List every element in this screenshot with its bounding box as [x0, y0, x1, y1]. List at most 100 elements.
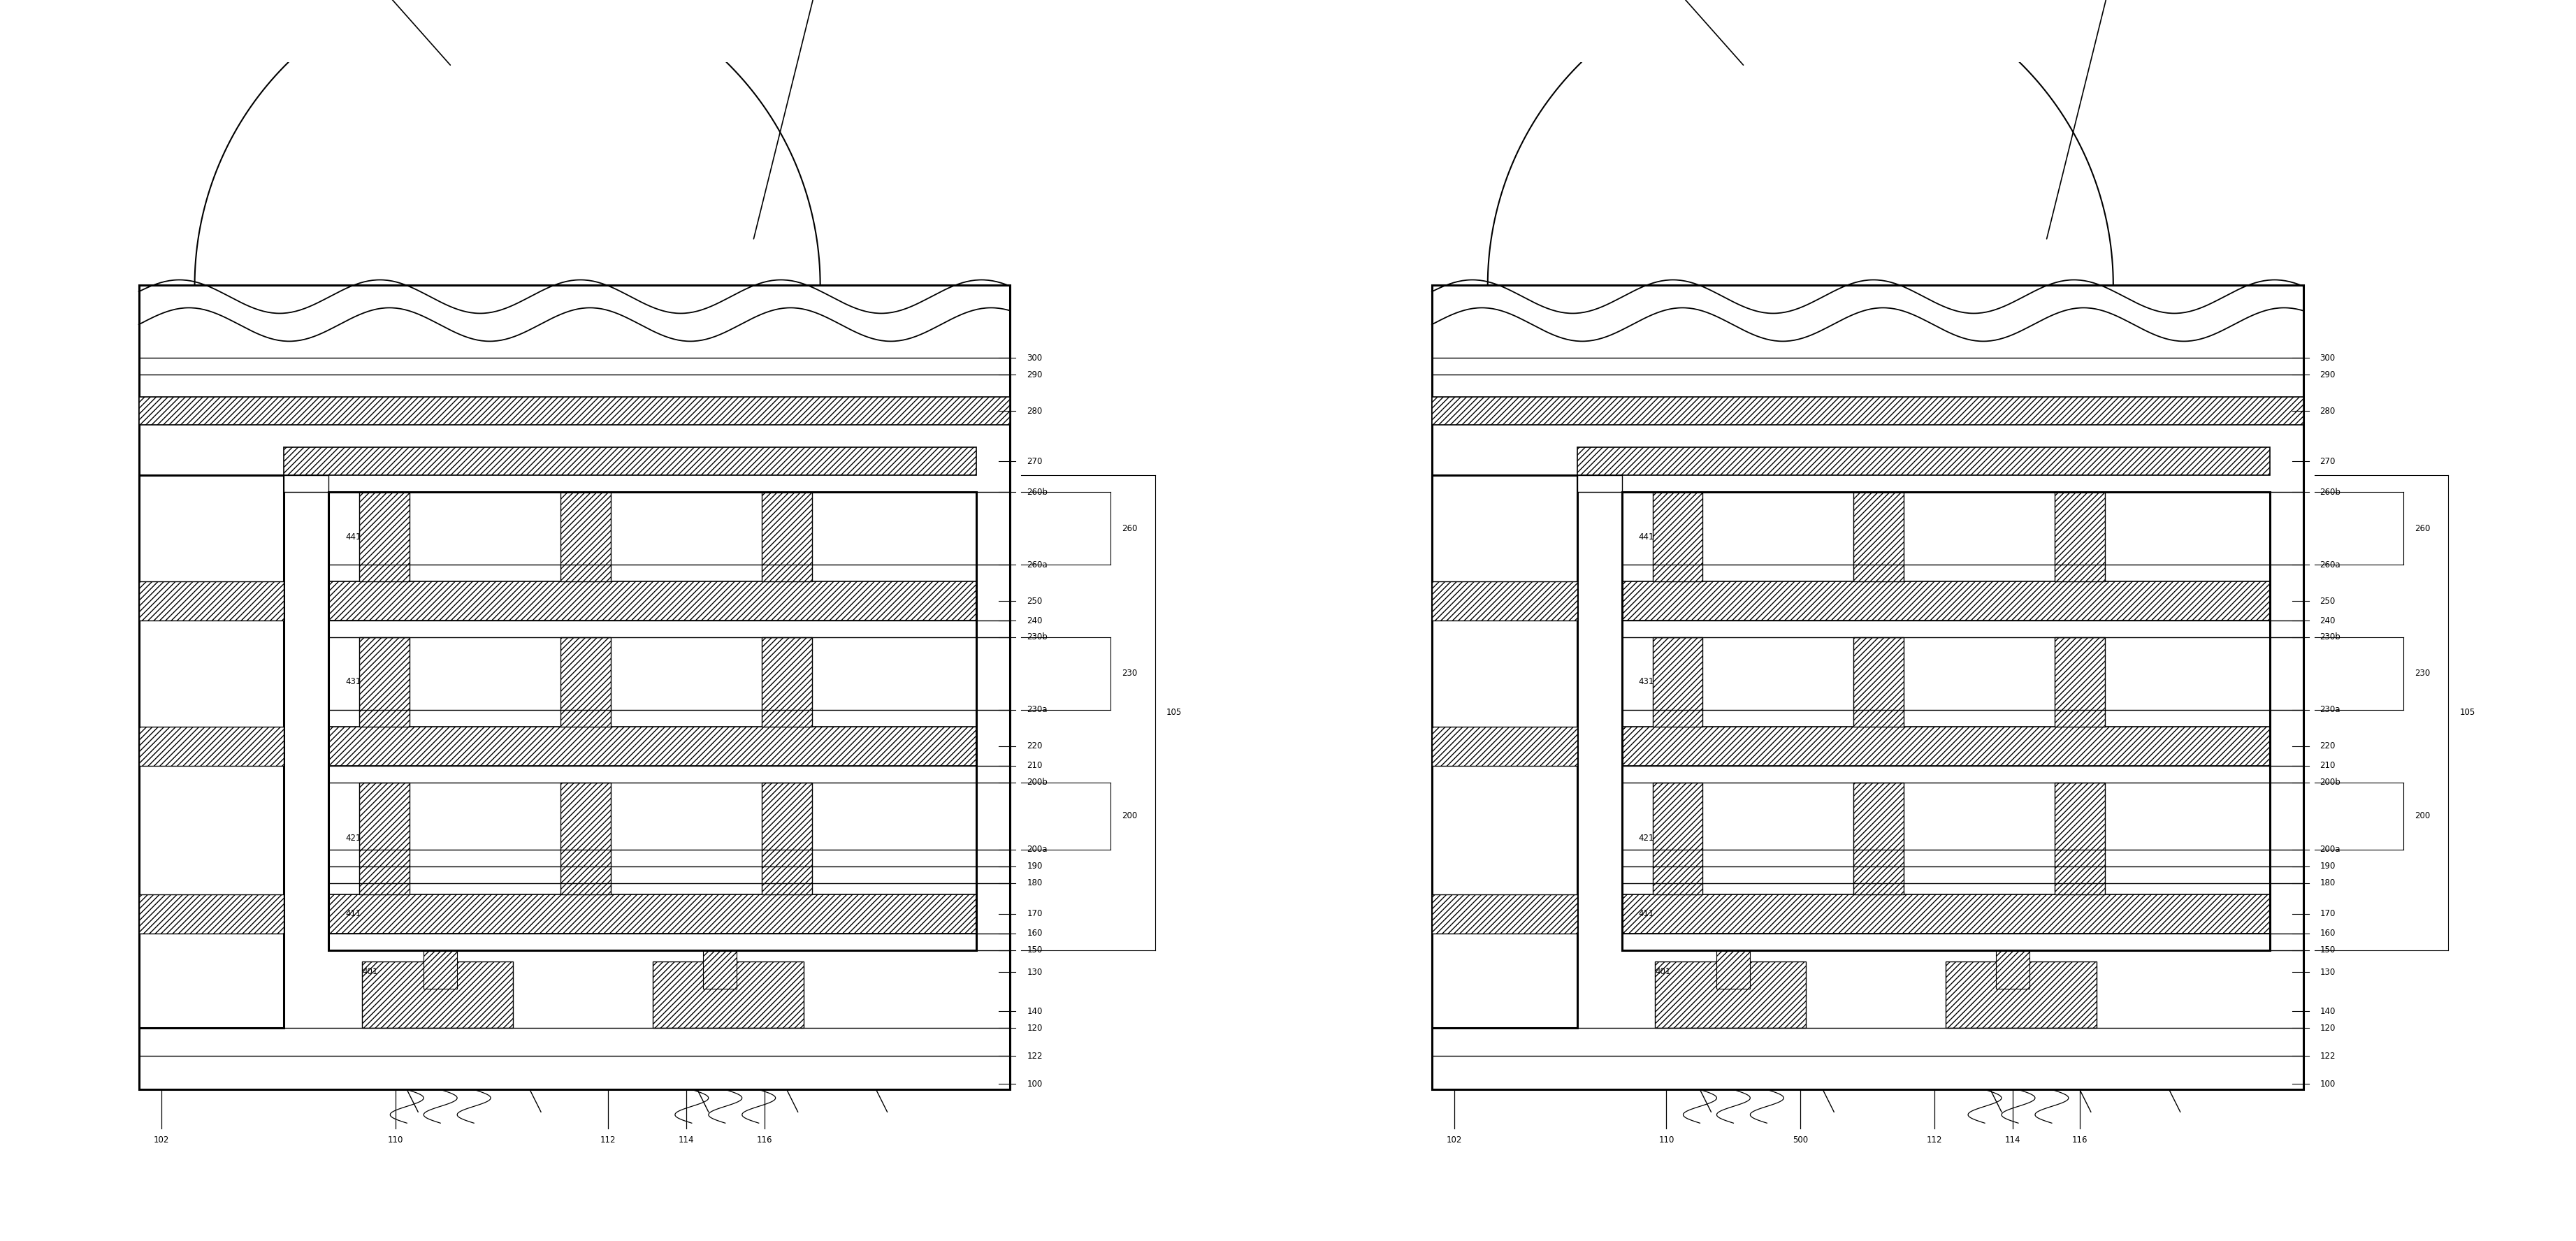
- Text: 230: 230: [1121, 669, 1139, 678]
- Text: 116: 116: [2071, 1136, 2087, 1144]
- Text: 220: 220: [1028, 742, 1043, 751]
- Text: 110: 110: [389, 1136, 404, 1144]
- Text: 401: 401: [1656, 967, 1672, 975]
- Bar: [1432, 582, 1577, 620]
- Text: 200a: 200a: [2321, 845, 2342, 854]
- Bar: [1651, 493, 1703, 582]
- Bar: [652, 961, 804, 1028]
- Text: 102: 102: [1445, 1136, 1463, 1144]
- Text: 441: 441: [1638, 532, 1654, 541]
- Bar: [361, 493, 410, 582]
- Bar: [562, 783, 611, 894]
- Text: 230b: 230b: [1028, 633, 1048, 642]
- Bar: [139, 475, 283, 1028]
- Text: 310: 310: [2048, 0, 2136, 238]
- Text: 210: 210: [1028, 761, 1043, 771]
- Text: 180: 180: [1028, 879, 1043, 887]
- Text: 431: 431: [345, 678, 361, 686]
- Bar: [139, 397, 1010, 426]
- Bar: [1716, 951, 1749, 989]
- Text: 280: 280: [2321, 407, 2336, 416]
- Bar: [1432, 894, 1577, 933]
- Bar: [330, 582, 976, 620]
- Text: 220: 220: [2321, 742, 2336, 751]
- Text: 300: 300: [2321, 354, 2336, 362]
- Bar: [703, 951, 737, 989]
- Text: 114: 114: [677, 1136, 693, 1144]
- Bar: [1577, 475, 1623, 493]
- Bar: [1623, 894, 2269, 933]
- Text: 411: 411: [1638, 910, 1654, 918]
- Text: 112: 112: [1927, 1136, 1942, 1144]
- Bar: [2056, 783, 2105, 894]
- Text: 100: 100: [2321, 1080, 2336, 1088]
- Text: 170: 170: [1028, 910, 1043, 918]
- Bar: [139, 285, 1010, 1090]
- Bar: [1855, 783, 1904, 894]
- Bar: [363, 961, 513, 1028]
- Text: 310: 310: [755, 0, 842, 238]
- Text: 260a: 260a: [1028, 560, 1048, 570]
- Text: 105: 105: [2460, 709, 2476, 717]
- Bar: [1623, 727, 2269, 766]
- Bar: [1432, 285, 2303, 1090]
- Text: 114: 114: [2004, 1136, 2020, 1144]
- Text: 290: 290: [1028, 370, 1043, 380]
- Text: 290: 290: [2321, 370, 2336, 380]
- Text: 160: 160: [2321, 928, 2336, 938]
- Text: 270: 270: [2321, 457, 2336, 465]
- Bar: [1855, 493, 1904, 582]
- Text: 150: 150: [1028, 946, 1043, 954]
- Text: 411: 411: [345, 910, 361, 918]
- Bar: [2056, 638, 2105, 727]
- Text: 120: 120: [1028, 1024, 1043, 1033]
- Text: 100: 100: [1028, 1080, 1043, 1088]
- Text: 260: 260: [1121, 524, 1139, 532]
- Text: 105: 105: [1167, 709, 1182, 717]
- Text: 200b: 200b: [1028, 778, 1048, 787]
- Text: 260: 260: [2414, 524, 2432, 532]
- Text: 272: 272: [296, 0, 451, 65]
- Text: 122: 122: [1028, 1051, 1043, 1061]
- Bar: [283, 475, 330, 493]
- Text: 110: 110: [1659, 1136, 1674, 1144]
- Bar: [562, 493, 611, 582]
- Text: 130: 130: [1028, 968, 1043, 977]
- Text: 230a: 230a: [1028, 705, 1048, 715]
- Bar: [1577, 448, 2269, 475]
- Text: 116: 116: [757, 1136, 773, 1144]
- Text: 401: 401: [363, 967, 379, 975]
- Text: 170: 170: [2321, 910, 2336, 918]
- Text: 130: 130: [2321, 968, 2336, 977]
- Bar: [139, 894, 283, 933]
- Text: 250: 250: [2321, 597, 2336, 606]
- Bar: [361, 783, 410, 894]
- Text: 200a: 200a: [1028, 845, 1048, 854]
- Text: 200: 200: [1121, 812, 1139, 820]
- Text: 180: 180: [2321, 879, 2336, 887]
- Bar: [1623, 493, 2269, 951]
- Bar: [139, 727, 283, 766]
- Text: 210: 210: [2321, 761, 2336, 771]
- Bar: [1945, 961, 2097, 1028]
- Text: 230: 230: [2414, 669, 2429, 678]
- Text: 280: 280: [1028, 407, 1043, 416]
- Text: 120: 120: [2321, 1024, 2336, 1033]
- Text: 150: 150: [2321, 946, 2336, 954]
- Bar: [1651, 783, 1703, 894]
- Bar: [1432, 475, 1577, 1028]
- Bar: [1623, 582, 2269, 620]
- Bar: [1432, 397, 2303, 426]
- Bar: [139, 582, 283, 620]
- Bar: [762, 493, 811, 582]
- Text: 230b: 230b: [2321, 633, 2342, 642]
- Text: 441: 441: [345, 532, 361, 541]
- Text: 140: 140: [2321, 1006, 2336, 1016]
- Bar: [1432, 727, 1577, 766]
- Text: 190: 190: [1028, 861, 1043, 871]
- Bar: [762, 783, 811, 894]
- Text: 421: 421: [345, 834, 361, 843]
- Bar: [361, 638, 410, 727]
- Bar: [422, 951, 456, 989]
- Text: 112: 112: [600, 1136, 616, 1144]
